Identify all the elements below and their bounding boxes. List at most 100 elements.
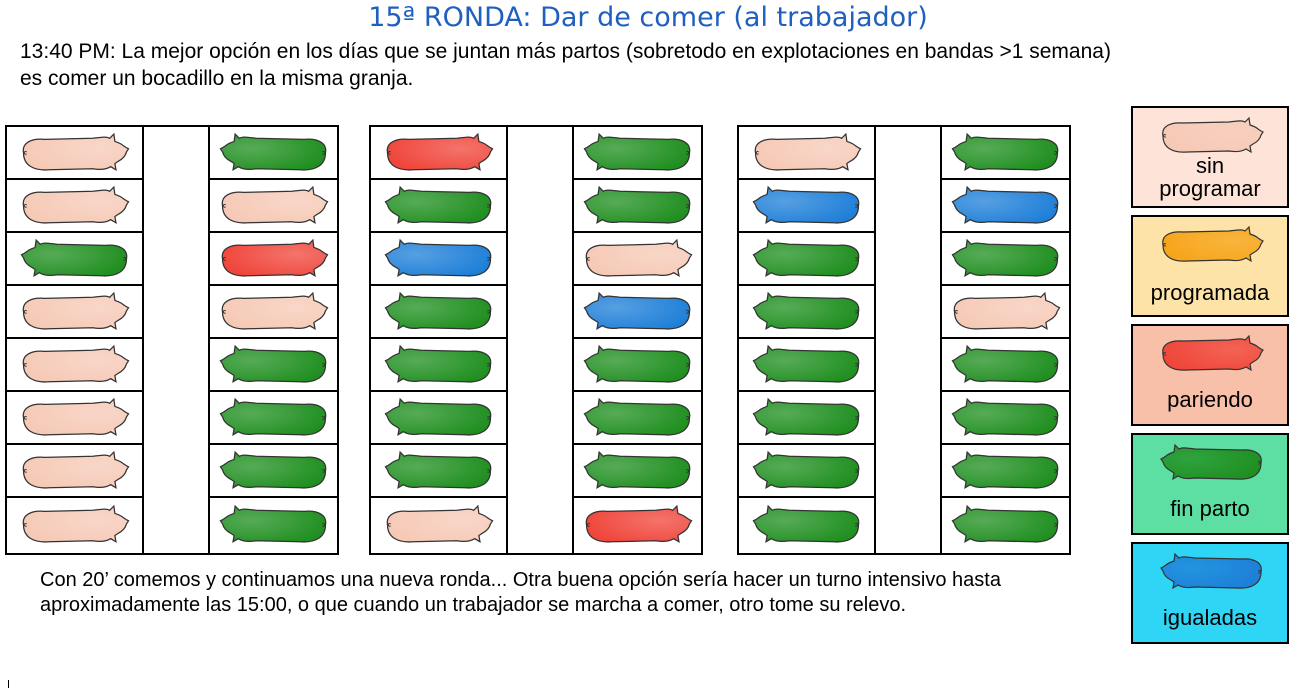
- crate-sin-programar: [7, 445, 142, 498]
- crate-fin-parto: [942, 233, 1069, 286]
- footer-text: Con 20’ comemos y continuamos una nueva …: [40, 569, 1001, 616]
- pig-icon: [22, 185, 129, 224]
- pig-icon: [752, 344, 859, 383]
- legend-label: igualadas: [1162, 605, 1258, 630]
- pig-icon: [752, 450, 859, 489]
- crate-fin-parto: [574, 445, 701, 498]
- crate-fin-parto: [739, 498, 874, 551]
- pig-icon: [951, 238, 1058, 277]
- crate-sin-programar: [210, 180, 337, 233]
- crate-sin-programar: [7, 392, 142, 445]
- pig-icon: [583, 344, 690, 383]
- pig-icon: [752, 185, 859, 224]
- crate-sin-programar: [7, 286, 142, 339]
- legend-label: programar: [1159, 176, 1261, 201]
- pig-icon: [583, 132, 690, 171]
- crate-column-left: [739, 127, 876, 553]
- crate-fin-parto: [210, 339, 337, 392]
- crate-fin-parto: [739, 286, 874, 339]
- pig-icon: [752, 238, 859, 277]
- crate-pariendo: [574, 498, 701, 551]
- pig-icon: [219, 344, 326, 383]
- crate-igualadas: [371, 233, 506, 286]
- pig-icon: [221, 291, 328, 330]
- pig-icon: [583, 397, 690, 436]
- crate-fin-parto: [371, 286, 506, 339]
- pig-icon: [754, 132, 861, 171]
- pig-icon: [583, 185, 690, 224]
- legend-label: pariendo: [1167, 387, 1253, 412]
- crate-fin-parto: [371, 180, 506, 233]
- crate-fin-parto: [574, 180, 701, 233]
- pig-icon: [951, 450, 1058, 489]
- crate-fin-parto: [210, 392, 337, 445]
- pig-icon: [22, 504, 129, 543]
- crate-sin-programar: [210, 286, 337, 339]
- pig-icon: [951, 132, 1058, 171]
- legend-pariendo: pariendo: [1131, 324, 1289, 426]
- crate-column-left: [7, 127, 144, 553]
- pig-icon: [221, 185, 328, 224]
- pig-icon: [585, 504, 692, 543]
- crate-fin-parto: [210, 445, 337, 498]
- crate-fin-parto: [942, 498, 1069, 551]
- crate-column-right: [940, 127, 1069, 553]
- pig-icon: [951, 185, 1058, 224]
- crate-sin-programar: [371, 498, 506, 551]
- pig-icon: [384, 185, 491, 224]
- pig-icon: [384, 344, 491, 383]
- legend-label: sin: [1195, 153, 1225, 178]
- crate-fin-parto: [739, 339, 874, 392]
- pig-icon: [384, 450, 491, 489]
- crate-fin-parto: [739, 233, 874, 286]
- legend-label: fin parto: [1170, 496, 1250, 521]
- crate-fin-parto: [371, 339, 506, 392]
- pig-icon: [22, 397, 129, 436]
- pig-icon: [951, 504, 1058, 543]
- pig-icon: [219, 450, 326, 489]
- pig-icon: [951, 344, 1058, 383]
- crate-column-left: [371, 127, 508, 553]
- crate-sin-programar: [7, 498, 142, 551]
- crate-pariendo: [371, 127, 506, 180]
- crate-fin-parto: [942, 392, 1069, 445]
- crate-fin-parto: [574, 127, 701, 180]
- pig-icon: [22, 291, 129, 330]
- pig-icon: [951, 397, 1058, 436]
- pig-icon: [20, 238, 127, 277]
- crate-sin-programar: [7, 127, 142, 180]
- pig-icon: [219, 132, 326, 171]
- crate-column-right: [208, 127, 337, 553]
- intro-text: 13:40 PM: La mejor opción en los días qu…: [20, 40, 1111, 90]
- pig-icon: [221, 238, 328, 277]
- pig-icon: [583, 450, 690, 489]
- pig-icon: [1157, 334, 1267, 379]
- legend-label: programada: [1150, 280, 1270, 305]
- crate-sin-programar: [7, 339, 142, 392]
- crate-fin-parto: [7, 233, 142, 286]
- crate-sin-programar: [739, 127, 874, 180]
- pig-icon: [386, 504, 493, 543]
- pig-icon: [22, 450, 129, 489]
- crate-igualadas: [574, 286, 701, 339]
- crate-fin-parto: [371, 445, 506, 498]
- crate-fin-parto: [739, 392, 874, 445]
- pig-icon: [1157, 116, 1267, 161]
- crate-fin-parto: [210, 498, 337, 551]
- crate-fin-parto: [210, 127, 337, 180]
- crate-igualadas: [942, 180, 1069, 233]
- pig-icon: [583, 291, 690, 330]
- farrowing-room-3: [737, 125, 1071, 555]
- pig-icon: [752, 397, 859, 436]
- divider: [8, 680, 9, 688]
- crate-fin-parto: [942, 339, 1069, 392]
- pig-icon: [1157, 225, 1267, 270]
- pig-icon: [585, 238, 692, 277]
- crate-fin-parto: [371, 392, 506, 445]
- pig-icon: [1157, 443, 1267, 488]
- legend-igualadas: igualadas: [1131, 542, 1289, 644]
- crate-fin-parto: [739, 445, 874, 498]
- crate-sin-programar: [574, 233, 701, 286]
- pig-icon: [22, 344, 129, 383]
- pig-icon: [384, 238, 491, 277]
